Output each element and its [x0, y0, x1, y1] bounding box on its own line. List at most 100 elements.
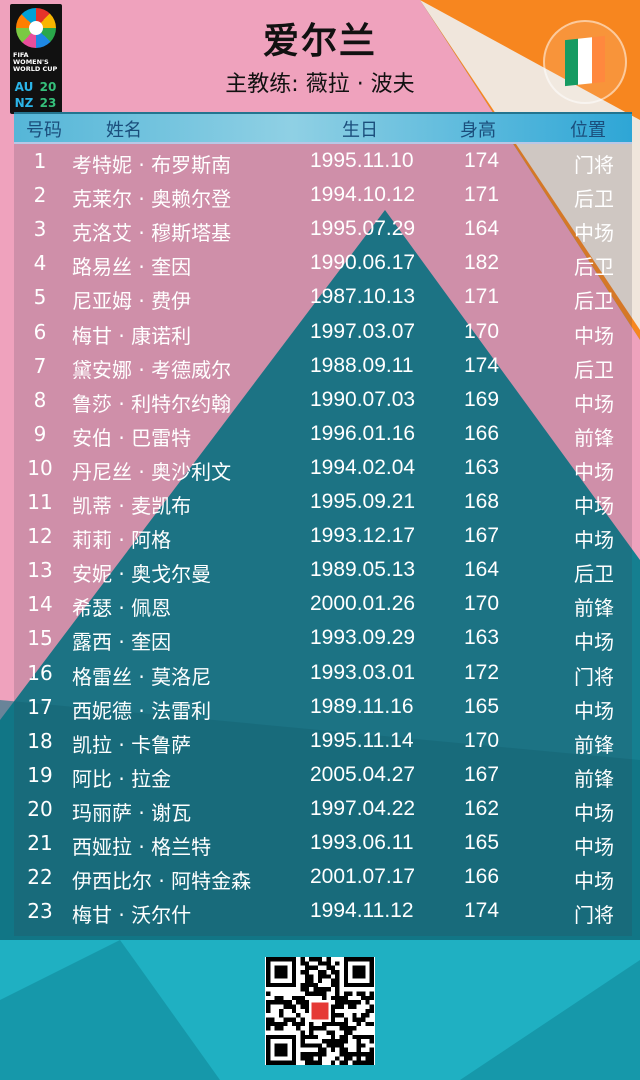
player-position: 前锋	[574, 425, 614, 450]
player-number: 15	[27, 626, 53, 651]
player-name: 伊西比尔 · 阿特金森	[72, 869, 252, 894]
player-birthdate: 1993.03.01	[310, 660, 416, 684]
table-row: 3 克洛艾 · 穆斯塔基 1995.07.29 164 中场	[14, 213, 632, 247]
player-name: 丹尼丝 · 奥沙利文	[72, 459, 232, 484]
player-position: 中场	[574, 800, 614, 825]
player-name: 凯拉 · 卡鲁萨	[72, 732, 192, 757]
player-height: 167	[464, 524, 500, 548]
player-birthdate: 1997.03.07	[310, 319, 416, 343]
player-number: 3	[33, 217, 47, 242]
player-position: 中场	[574, 528, 614, 553]
player-position: 门将	[574, 903, 614, 928]
player-number: 21	[27, 831, 53, 855]
player-birthdate: 1990.07.03	[310, 387, 416, 411]
player-height: 162	[464, 796, 500, 820]
table-row: 20 玛丽萨 · 谢瓦 1997.04.22 162 中场	[14, 793, 632, 827]
table-row: 16 格雷丝 · 莫洛尼 1993.03.01 172 门将	[14, 657, 632, 691]
player-number: 17	[27, 694, 53, 719]
col-birthdate: 生日	[342, 120, 378, 141]
page-title: 爱尔兰	[262, 21, 377, 62]
table-row: 17 西妮德 · 法雷利 1989.11.16 165 中场	[14, 691, 632, 725]
player-height: 165	[464, 694, 500, 718]
player-name: 格雷丝 · 莫洛尼	[72, 664, 212, 689]
player-birthdate: 1995.07.29	[310, 217, 416, 241]
table-row: 2 克莱尔 · 奥赖尔登 1994.10.12 171 后卫	[14, 179, 632, 213]
player-name: 玛丽萨 · 谢瓦	[72, 800, 192, 825]
player-position: 中场	[574, 459, 614, 484]
player-name: 凯蒂 · 麦凯布	[72, 494, 192, 518]
player-height: 174	[464, 353, 500, 377]
table-row: 7 黛安娜 · 考德威尔 1988.09.11 174 后卫	[14, 350, 632, 384]
player-name: 克洛艾 · 穆斯塔基	[72, 221, 232, 246]
coach-label: 主教练: 薇拉 · 波夫	[225, 72, 415, 97]
table-row: 15 露西 · 奎因 1993.09.29 163 中场	[14, 622, 632, 656]
table-row: 10 丹尼丝 · 奥沙利文 1994.02.04 163 中场	[14, 452, 632, 486]
table-row: 1 考特妮 · 布罗斯南 1995.11.10 174 门将	[14, 145, 632, 179]
player-birthdate: 1994.02.04	[310, 455, 416, 479]
player-name: 尼亚姆 · 费伊	[72, 289, 192, 314]
player-number: 19	[27, 762, 53, 787]
player-name: 梅甘 · 康诺利	[72, 323, 192, 348]
player-position: 前锋	[574, 596, 614, 621]
player-birthdate: 1994.10.12	[310, 183, 416, 207]
player-number: 12	[27, 524, 53, 549]
table-row: 8 鲁莎 · 利特尔约翰 1990.07.03 169 中场	[14, 384, 632, 418]
player-name: 安伯 · 巴雷特	[72, 425, 192, 450]
player-birthdate: 1995.11.14	[310, 728, 414, 752]
qr-code	[265, 957, 375, 1065]
player-number: 22	[27, 865, 53, 890]
col-name: 姓名	[106, 120, 142, 141]
table-row: 22 伊西比尔 · 阿特金森 2001.07.17 166 中场	[14, 861, 632, 895]
player-birthdate: 2000.01.26	[310, 592, 416, 616]
player-name: 路易丝 · 奎因	[72, 255, 192, 280]
table-header: 号码 姓名 生日 身高 位置	[14, 112, 632, 144]
player-height: 163	[464, 626, 500, 650]
player-position: 后卫	[574, 187, 614, 212]
player-position: 门将	[574, 153, 614, 177]
player-height: 164	[464, 217, 500, 241]
player-number: 7	[33, 353, 47, 378]
table-row: 4 路易丝 · 奎因 1990.06.17 182 后卫	[14, 247, 632, 281]
table-row: 6 梅甘 · 康诺利 1997.03.07 170 中场	[14, 316, 632, 350]
player-position: 门将	[574, 664, 614, 689]
table-row: 13 安妮 · 奥戈尔曼 1989.05.13 164 后卫	[14, 554, 632, 588]
player-birthdate: 1993.09.29	[310, 626, 416, 650]
table-row: 12 莉莉 · 阿格 1993.12.17 167 中场	[14, 520, 632, 554]
player-name: 西娅拉 · 格兰特	[72, 835, 212, 859]
player-height: 165	[464, 831, 500, 854]
player-position: 后卫	[574, 357, 614, 382]
player-height: 166	[464, 421, 500, 445]
player-position: 中场	[574, 869, 614, 894]
player-number: 23	[27, 899, 53, 924]
player-birthdate: 1989.11.16	[310, 694, 414, 718]
player-position: 后卫	[574, 289, 614, 314]
player-name: 阿比 · 拉金	[72, 766, 172, 791]
player-name: 西妮德 · 法雷利	[72, 698, 212, 723]
player-number: 1	[33, 149, 47, 173]
player-height: 163	[464, 455, 500, 479]
player-number: 14	[27, 592, 53, 617]
player-position: 中场	[574, 391, 614, 416]
table-row: 11 凯蒂 · 麦凯布 1995.09.21 168 中场	[14, 486, 632, 520]
player-position: 中场	[574, 630, 614, 655]
player-position: 前锋	[574, 766, 614, 791]
table-row: 18 凯拉 · 卡鲁萨 1995.11.14 170 前锋	[14, 725, 632, 759]
table-row: 21 西娅拉 · 格兰特 1993.06.11 165 中场	[14, 827, 632, 861]
table-row: 5 尼亚姆 · 费伊 1987.10.13 171 后卫	[14, 281, 632, 315]
player-name: 安妮 · 奥戈尔曼	[72, 562, 212, 587]
player-birthdate: 1990.06.17	[310, 251, 416, 275]
player-birthdate: 1996.01.16	[310, 421, 416, 445]
player-number: 16	[27, 660, 53, 685]
table-row: 9 安伯 · 巴雷特 1996.01.16 166 前锋	[14, 418, 632, 452]
player-number: 6	[33, 319, 47, 344]
table-row: 19 阿比 · 拉金 2005.04.27 167 前锋	[14, 759, 632, 793]
col-height: 身高	[460, 120, 496, 141]
table-row: 14 希瑟 · 佩恩 2000.01.26 170 前锋	[14, 588, 632, 622]
player-number: 11	[27, 490, 53, 514]
player-height: 171	[464, 285, 500, 309]
player-number: 18	[27, 728, 53, 753]
player-name: 黛安娜 · 考德威尔	[72, 357, 232, 382]
player-height: 170	[464, 319, 500, 343]
player-birthdate: 1995.11.10	[310, 149, 414, 172]
player-position: 中场	[574, 323, 614, 348]
